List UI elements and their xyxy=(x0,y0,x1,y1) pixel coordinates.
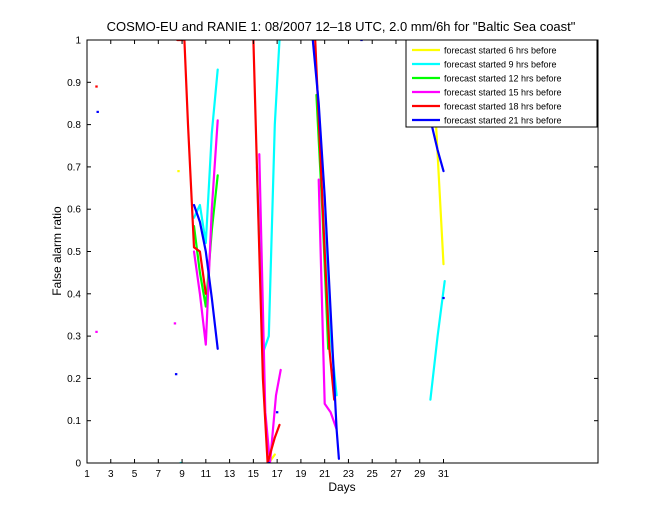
legend-label-6: forecast started 21 hrs before xyxy=(444,116,562,126)
legend-label-1: forecast started 6 hrs before xyxy=(444,46,557,56)
legend-label-4: forecast started 15 hrs before xyxy=(444,88,562,98)
series-6 xyxy=(96,40,445,463)
x-tick-label: 5 xyxy=(132,469,138,480)
x-tick-label: 17 xyxy=(272,469,284,480)
series-6-line-8 xyxy=(430,123,445,173)
y-tick-label: 0.8 xyxy=(67,120,81,131)
x-tick-label: 29 xyxy=(414,469,426,480)
y-tick-label: 0.3 xyxy=(67,332,81,343)
chart-title: COSMO-EU and RANIE 1: 08/2007 12–18 UTC,… xyxy=(107,19,576,34)
y-tick-label: 0.4 xyxy=(67,289,81,300)
series-4 xyxy=(95,119,338,463)
series-2 xyxy=(179,40,446,463)
y-axis-label: False alarm ratio xyxy=(50,206,64,296)
series-6-line-3 xyxy=(192,203,219,350)
y-tick-label: 0.2 xyxy=(67,374,81,385)
x-tick-label: 31 xyxy=(438,469,450,480)
x-tick-label: 15 xyxy=(248,469,260,480)
y-tick-label: 0 xyxy=(75,459,81,470)
y-tick-label: 0.7 xyxy=(67,162,81,173)
x-tick-label: 25 xyxy=(367,469,379,480)
x-tick-label: 7 xyxy=(156,469,162,480)
legend: forecast started 6 hrs before forecast st… xyxy=(405,39,598,128)
series-1 xyxy=(177,40,445,463)
y-tick-label: 0.6 xyxy=(67,205,81,216)
x-tick-label: 9 xyxy=(179,469,185,480)
series-5-line-2 xyxy=(176,40,207,295)
x-tick-label: 23 xyxy=(343,469,355,480)
series-2-line-2 xyxy=(192,68,219,245)
x-tick-label: 19 xyxy=(295,469,307,480)
legend-box xyxy=(405,39,598,128)
y-tick-label: 1 xyxy=(75,36,81,47)
legend-label-3: forecast started 12 hrs before xyxy=(444,74,562,84)
y-tick-label: 0.1 xyxy=(67,416,81,427)
legend-label-5: forecast started 18 hrs before xyxy=(444,102,562,112)
series-3-line-1 xyxy=(192,174,219,308)
y-tick-label: 0.5 xyxy=(67,247,81,258)
x-axis-label: Days xyxy=(328,480,355,494)
x-tick-label: 13 xyxy=(224,469,236,480)
series-4-line-3 xyxy=(192,119,219,346)
x-tick-label: 21 xyxy=(319,469,331,480)
series-4-line-5 xyxy=(317,178,338,431)
x-tick-label: 27 xyxy=(390,469,402,480)
series-6-line-6 xyxy=(311,40,340,460)
x-tick-label: 1 xyxy=(84,469,90,480)
series-2-line-5 xyxy=(429,280,446,401)
series-4-line-4 xyxy=(258,153,282,463)
x-tick-label: 3 xyxy=(108,469,114,480)
series-5-line-3 xyxy=(252,40,281,463)
legend-label-2: forecast started 9 hrs before xyxy=(444,60,557,70)
y-tick-label: 0.9 xyxy=(67,78,81,89)
x-tick-label: 11 xyxy=(201,469,212,480)
